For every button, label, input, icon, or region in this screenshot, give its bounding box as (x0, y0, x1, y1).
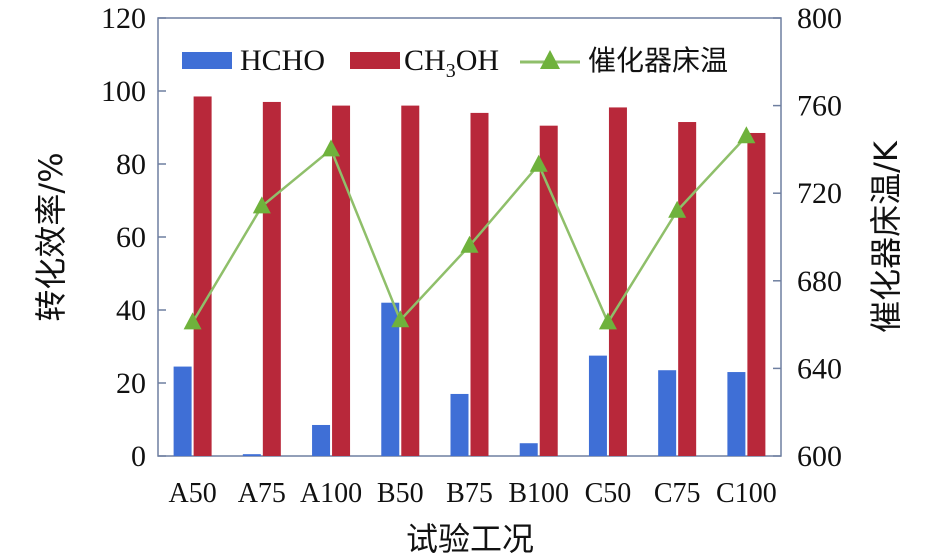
plot-area: 0 20 40 60 80 100 120 600 640 680 720 760 800 A50 A75 A… (101, 2, 842, 509)
bar-ch3oh (332, 105, 351, 456)
y-left-tick-label: 0 (131, 440, 146, 473)
x-tick-label: B75 (446, 478, 493, 509)
bar-hcho (588, 355, 607, 456)
bar-ch3oh (401, 105, 420, 456)
point-bed-temp (529, 154, 548, 172)
x-tick-label: A50 (168, 478, 216, 509)
point-bed-temp (460, 235, 479, 253)
point-bed-temp (737, 126, 756, 144)
y-right-tick-label: 640 (797, 352, 842, 385)
bar-ch3oh (193, 96, 212, 456)
x-tick-label: A100 (300, 478, 362, 509)
legend: HCHO CH3OH 催化器床温 (182, 44, 728, 82)
bar-ch3oh (747, 132, 766, 456)
bar-hcho (242, 454, 261, 456)
y-right-tick-label: 800 (797, 2, 842, 35)
bar-hcho (312, 424, 331, 456)
y-left-tick-label: 120 (101, 2, 146, 35)
legend-label-ch3oh-sub: 3 (446, 60, 456, 82)
bar-hcho (519, 443, 538, 456)
point-bed-temp (183, 312, 202, 330)
y-right-tick-label: 680 (797, 265, 842, 298)
bar-hcho (658, 370, 677, 456)
bar-hcho (381, 302, 400, 456)
legend-marker-bed-temp (540, 50, 560, 69)
point-bed-temp (668, 200, 687, 218)
y-axis-right-title: 催化器床温/K (867, 140, 905, 333)
bar-ch3oh (608, 107, 627, 457)
legend-swatch-hcho (182, 52, 232, 69)
y-left-tick-label: 100 (101, 75, 146, 108)
bar-hcho (173, 366, 192, 456)
bar-ch3oh (470, 112, 489, 457)
point-bed-temp (252, 196, 271, 214)
y-left-tick-label: 20 (116, 367, 146, 400)
x-tick-label: A75 (238, 478, 286, 509)
x-tick-label: C100 (716, 478, 777, 509)
y-right-tick-label: 720 (797, 177, 842, 210)
x-tick-label: C75 (654, 478, 701, 509)
y-left-tick-label: 40 (116, 294, 146, 327)
point-bed-temp (598, 312, 617, 330)
bar-hcho (450, 393, 469, 456)
legend-label-ch3oh-main: CH (404, 44, 446, 77)
y-left-tick-label: 80 (116, 148, 146, 181)
bar-ch3oh (539, 125, 558, 457)
y-right-tick-label: 600 (797, 440, 842, 473)
legend-label-hcho: HCHO (240, 44, 325, 77)
x-tick-label: C50 (585, 478, 632, 509)
y-axis-left-title: 转化效率/% (32, 152, 70, 321)
bar-ch3oh (678, 122, 697, 457)
y-right-tick-label: 760 (797, 90, 842, 123)
x-axis-title: 试验工况 (406, 520, 534, 558)
bar-hcho (727, 372, 746, 456)
point-bed-temp (322, 139, 341, 157)
y-left-tick-label: 60 (116, 221, 146, 254)
legend-label-bed-temp: 催化器床温 (588, 44, 728, 77)
point-bed-temp (391, 310, 410, 328)
legend-label-ch3oh: CH3OH (404, 44, 499, 82)
bar-ch3oh (262, 101, 281, 456)
legend-label-ch3oh-tail: OH (456, 44, 499, 77)
x-tick-label: B100 (508, 478, 569, 509)
x-tick-label: B50 (377, 478, 424, 509)
legend-swatch-ch3oh (350, 52, 400, 69)
